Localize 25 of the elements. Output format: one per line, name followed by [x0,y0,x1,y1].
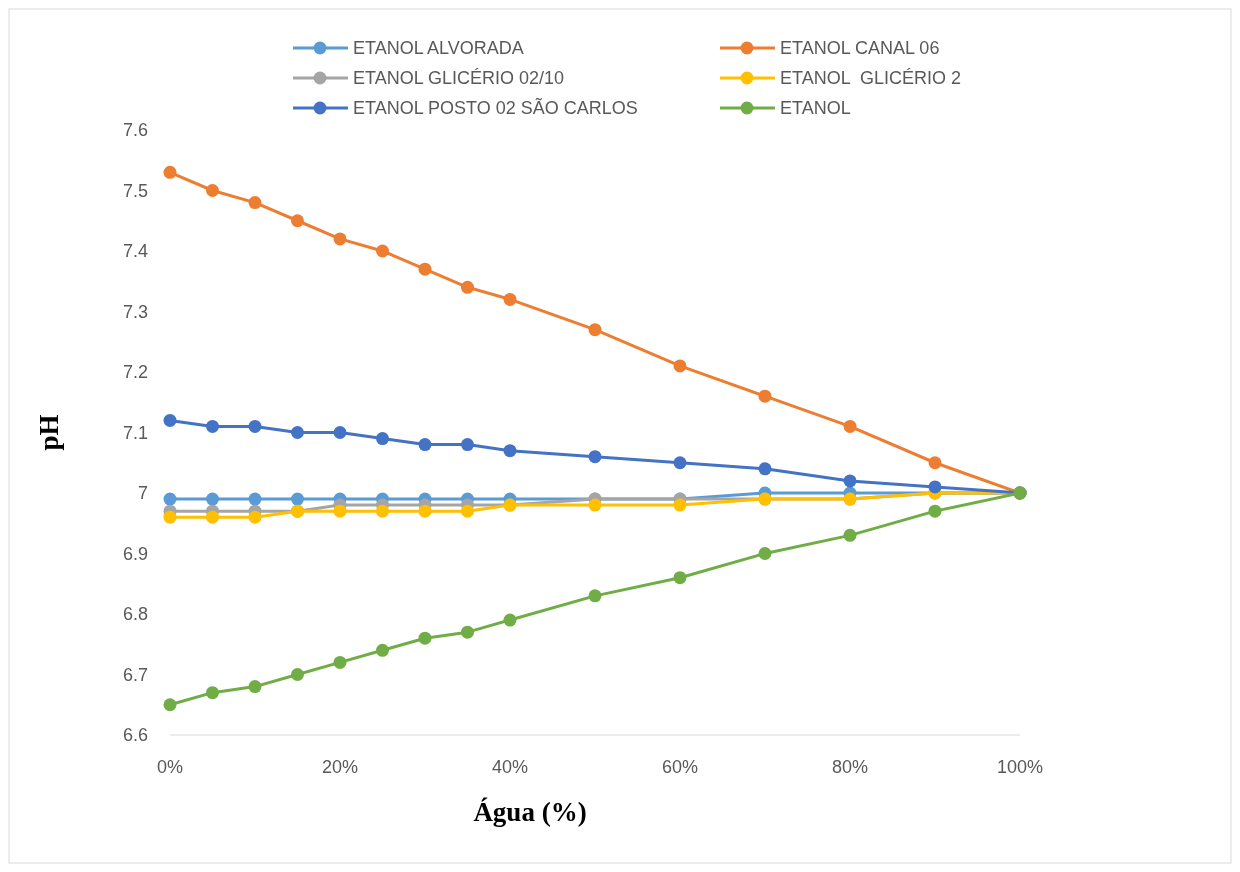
y-tick-label: 6.6 [122,725,148,746]
x-axis-title: Água (%) [473,797,587,827]
y-tick-label: 7.4 [122,241,148,262]
y-tick-label: 7.2 [122,362,148,383]
legend-label: ETANOL GLICÉRIO 02/10 [353,68,565,89]
y-tick-label: 6.9 [122,543,148,564]
y-tick-label: 7.6 [122,120,148,141]
y-tick-label: 7.3 [122,301,148,322]
y-tick-label: 7.5 [122,180,148,201]
y-tick-label: 7.1 [122,422,148,443]
legend-label: ETANOL GLICÉRIO 2 [780,68,962,89]
legend-label: ETANOL POSTO 02 SÃO CARLOS [353,97,638,119]
x-tick-label: 0% [156,757,184,777]
x-tick-label: 100% [996,757,1044,777]
legend-label: ETANOL [780,98,851,119]
legend-label: ETANOL ALVORADA [353,38,524,59]
x-tick-label: 80% [831,757,869,777]
x-tick-label: 40% [491,757,529,777]
y-tick-label: 7 [137,483,148,504]
y-tick-label: 6.7 [122,664,148,685]
x-tick-label: 20% [321,757,359,777]
x-tick-label: 60% [661,757,699,777]
y-tick-label: 6.8 [122,604,148,625]
y-axis-title: pH [34,414,64,451]
legend-label: ETANOL CANAL 06 [780,38,940,59]
